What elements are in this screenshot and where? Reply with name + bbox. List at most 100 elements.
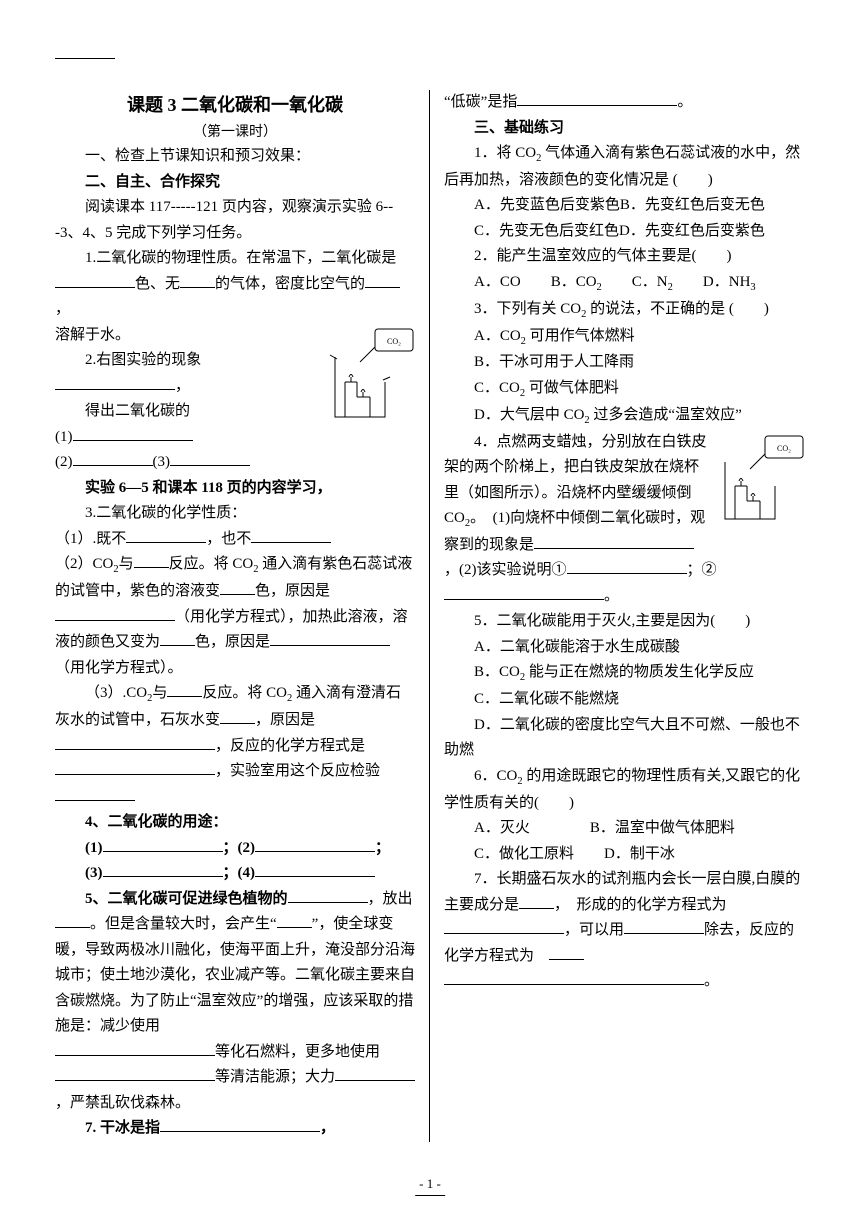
text: 等化石燃料，更多地使用	[215, 1044, 380, 1060]
q6-ab: A．灭火 B．温室中做气体肥料	[444, 816, 805, 842]
opt-a: A．先变蓝色后变紫色	[474, 197, 620, 213]
text: （2）CO	[55, 556, 113, 572]
chem-prop-1: （1）.既不 ，也不	[55, 527, 415, 553]
opt-b: B．温室中做气体肥料	[590, 820, 735, 836]
text: ”，使全球变暖，导致两极冰川融化，使海平面上升，淹没部分沿海城市；使土地沙漠化，…	[55, 916, 415, 1034]
text: 1.二氧化碳的物理性质。在常温下，二氧化碳是	[85, 250, 396, 266]
text: ，	[320, 1120, 335, 1136]
text: 色，原因是	[255, 583, 330, 599]
blank	[73, 426, 193, 441]
opt-b: B．CO	[551, 274, 597, 290]
text: B．CO	[474, 664, 520, 680]
text: （用化学方程式）。	[55, 660, 183, 676]
n1: (1)	[85, 840, 103, 856]
text: 可做气体肥料	[525, 380, 619, 396]
n2: (2)	[55, 454, 73, 470]
blank	[255, 862, 375, 877]
blank	[170, 451, 250, 466]
lesson-title: 课题 3 二氧化碳和一氧化碳	[55, 90, 415, 121]
two-column-layout: 课题 3 二氧化碳和一氧化碳 （第一课时） 一、检查上节课知识和预习效果： 二、…	[55, 90, 805, 1142]
text: 6．CO	[474, 768, 517, 784]
text: ，也不	[206, 531, 251, 547]
text: 与	[152, 685, 167, 701]
text: ，	[55, 301, 70, 317]
q3-c: C．CO2 可做气体肥料	[444, 376, 805, 403]
blank	[55, 760, 215, 775]
blank	[55, 1041, 215, 1056]
q2-options: A．CO B．CO2 C．N2 D．NH3	[444, 270, 805, 297]
q5-a: A．二氧化碳能溶于水生成碳酸	[444, 635, 805, 661]
lesson-subtitle: （第一课时）	[55, 121, 415, 145]
q7: 7．长期盛石灰水的试剂瓶内会长一层白膜,白膜的主要成分是， 形成的的化学方程式为…	[444, 867, 805, 969]
opt-d: D．NH	[703, 274, 751, 290]
blank	[444, 970, 704, 985]
page-number: - 1 -	[415, 1173, 445, 1196]
opt-d: D．先变红色后变紫色	[619, 223, 765, 239]
text: 等清洁能源；大力	[215, 1069, 335, 1085]
text: 可用作气体燃料	[526, 328, 635, 344]
text: A．CO	[474, 328, 521, 344]
q5-d: D．二氧化碳的密度比空气大且不可燃、一般也不助燃	[444, 713, 805, 764]
text: ；②	[687, 562, 717, 578]
text: 反应。将 CO	[202, 685, 287, 701]
opt-c: C．N	[632, 274, 668, 290]
uses-title: 4、二氧化碳的用途：	[55, 810, 415, 836]
text: 1．将 CO	[474, 145, 536, 161]
q5-b: B．CO2 能与正在燃烧的物质发生化学反应	[444, 660, 805, 687]
blank	[335, 1066, 415, 1081]
text: 。但是含量较大时，会产生“	[90, 916, 277, 932]
uses-line1: (1)；(2)；	[55, 836, 415, 862]
blank	[567, 559, 687, 574]
blank	[73, 451, 153, 466]
text: ，反应的化学方程式是	[215, 738, 365, 754]
blank	[624, 919, 704, 934]
opt-a: A．CO	[474, 274, 521, 290]
text: 的气体，密度比空气的	[215, 276, 365, 292]
text: 色、无	[135, 276, 180, 292]
q6-cd: C．做化工原料 D．制干冰	[444, 842, 805, 868]
blank	[160, 1117, 320, 1132]
text: ，	[175, 378, 190, 394]
blank	[365, 273, 400, 288]
opt-c: C．做化工原料	[474, 846, 574, 862]
blank	[134, 553, 169, 568]
text: 反应。将 CO	[169, 556, 254, 572]
blank	[270, 631, 390, 646]
blank	[160, 631, 195, 646]
q3-d: D．大气层中 CO2 过多会造成“温室效应”	[444, 403, 805, 430]
q5: 5．二氧化碳能用于灭火,主要是因为( )	[444, 609, 805, 635]
text: ，原因是	[255, 712, 315, 728]
text: 过多会造成“温室效应”	[590, 407, 742, 423]
experiment-heading: 实验 6—5 和课本 118 页的内容学习，	[55, 476, 415, 502]
text: （1）.既不	[55, 531, 126, 547]
n2: ；(2)	[223, 840, 256, 856]
blank	[277, 913, 312, 928]
opt-b: B．先变红色后变无色	[620, 197, 765, 213]
blank	[444, 919, 564, 934]
blank	[126, 528, 206, 543]
blank	[534, 534, 694, 549]
beaker-experiment-figure-2: CO₂	[715, 434, 805, 539]
blank	[55, 1066, 215, 1081]
blank	[444, 585, 604, 600]
section-2-heading: 二、自主、合作探究	[55, 170, 415, 196]
text: ，(2)该实验说明①	[444, 562, 567, 578]
chem-prop-3: （3）.CO2与反应。将 CO2 通入滴有澄清石灰水的试管中，石灰水变，原因是，…	[55, 681, 415, 810]
green-plant-para: 5、二氧化碳可促进绿色植物的，放出。但是含量较大时，会产生“”，使全球变暖，导致…	[55, 887, 415, 1040]
n3: (3)	[85, 865, 103, 881]
text: 的说法，不正确的是 ( )	[586, 301, 769, 317]
text: ，严禁乱砍伐森林。	[55, 1095, 190, 1111]
n1: (1)	[55, 429, 73, 445]
uses-line2: (3)；(4)	[55, 861, 415, 887]
fossil-fuel-line: 等化石燃料，更多地使用等清洁能源；大力 ，严禁乱砍伐森林。	[55, 1040, 415, 1117]
low-carbon-line: “低碳”是指。	[444, 90, 805, 116]
q3-b: B．干冰可用于人工降雨	[444, 350, 805, 376]
q7-tail: 。	[444, 969, 805, 995]
blank	[517, 91, 677, 106]
blank	[180, 273, 215, 288]
blank	[288, 888, 368, 903]
chem-prop-heading: 3.二氧化碳的化学性质：	[55, 501, 415, 527]
blank	[549, 945, 584, 960]
co2-label: CO₂	[387, 337, 401, 346]
blank	[519, 894, 554, 909]
